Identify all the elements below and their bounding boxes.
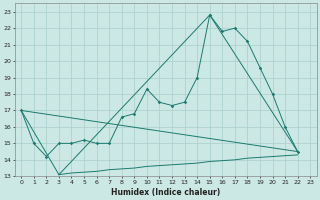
X-axis label: Humidex (Indice chaleur): Humidex (Indice chaleur)	[111, 188, 220, 197]
